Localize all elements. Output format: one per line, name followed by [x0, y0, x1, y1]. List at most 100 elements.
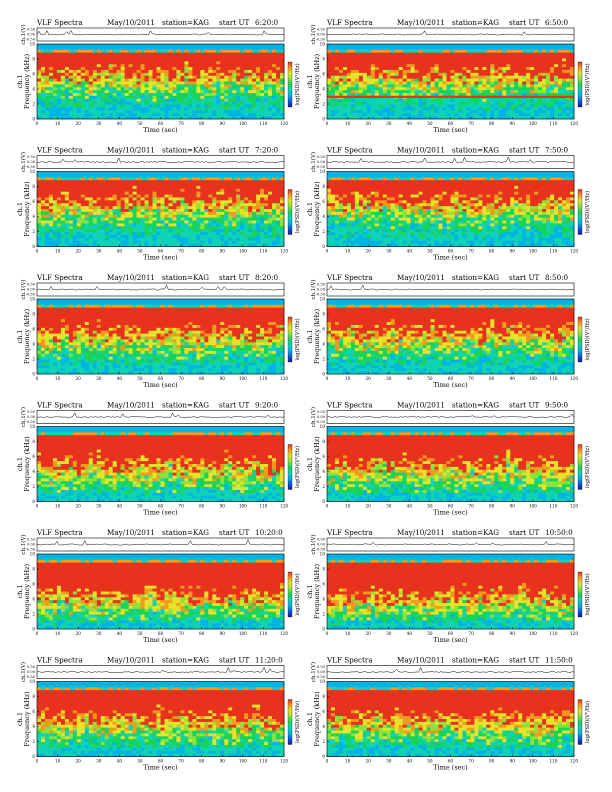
spectrogram-cell [188, 226, 193, 230]
spectrogram-cell [168, 90, 173, 94]
spectrogram-cell [184, 55, 189, 59]
spectrogram-cell [272, 211, 277, 216]
spectrogram-cell [160, 52, 165, 56]
panel-start-time: 6:50:0 [545, 18, 569, 27]
spectrogram-cell [68, 49, 74, 53]
spectrogram-cell [418, 67, 423, 71]
spectrogram-cell [64, 90, 70, 94]
spectrogram-cell [60, 75, 66, 79]
spectrogram-cell [327, 44, 332, 48]
spectrogram-cell [164, 211, 169, 216]
spectrogram-cell [96, 180, 102, 184]
spectrogram-cell [260, 171, 265, 175]
spectrogram-cell [112, 87, 117, 91]
spectrogram-cell [128, 206, 133, 210]
spectrogram-cell [224, 240, 229, 244]
spectrogram-cell [152, 116, 157, 120]
spectrogram-cell [276, 110, 281, 114]
spectrogram-cell [446, 49, 451, 53]
spectrogram-cell [112, 194, 117, 198]
spectrogram-cell [276, 177, 281, 181]
spectrogram-cell [48, 101, 54, 105]
spectrogram-cell [458, 67, 463, 71]
spectrogram-cell [176, 220, 181, 224]
spectrogram-cell [136, 69, 141, 74]
spectrogram-cell [164, 183, 169, 187]
spectrogram-cell [56, 174, 62, 178]
spectrogram-cell [44, 61, 50, 65]
spectrogram-cell [260, 232, 265, 236]
spectrogram-cell [204, 203, 209, 207]
spectrogram-cell [52, 104, 58, 108]
spectrogram-cell [116, 110, 121, 114]
spectrogram-cell [156, 93, 161, 97]
spectrogram-cell [224, 211, 229, 216]
spectrogram-cell [550, 75, 555, 79]
spectrogram-cell [44, 116, 50, 120]
spectrogram-cell [116, 234, 121, 239]
spectrogram-cell [64, 194, 70, 198]
spectrogram-cell [256, 113, 261, 117]
spectrogram-cell [260, 197, 265, 201]
spectrogram-cell [136, 93, 141, 97]
waveform-tick-label: 0.00 [27, 160, 36, 164]
spectrogram-cell [92, 61, 98, 65]
spectrogram-cell [48, 116, 54, 120]
spectrogram-cell [200, 52, 205, 56]
spectrogram-cell [558, 116, 563, 120]
spectrogram-cell [382, 84, 388, 88]
spectrogram-cell [140, 64, 145, 68]
spectrogram-cell [264, 197, 269, 201]
spectrogram-cell [330, 61, 336, 65]
spectrogram-cell [92, 84, 98, 88]
spectrogram-cell [184, 234, 189, 239]
spectrogram-cell [252, 217, 257, 221]
spectrogram-cell [200, 232, 205, 236]
spectrogram-cell [232, 194, 237, 198]
spectrogram-cell [426, 93, 431, 97]
spectrogram-cell [40, 61, 46, 65]
spectrogram-cell [276, 220, 281, 224]
spectrogram-cell [474, 69, 479, 74]
spectrogram-cell [426, 64, 431, 68]
spectrogram-cell [180, 69, 185, 74]
spectrogram-cell [68, 64, 74, 68]
spectrogram-cell [450, 101, 455, 105]
spectrogram-cell [280, 243, 285, 247]
spectrogram-cell [252, 197, 257, 201]
spectrogram-cell [478, 84, 483, 88]
spectrogram-cell [550, 116, 555, 120]
spectrogram-cell [466, 75, 471, 79]
spectrogram-cell [252, 69, 257, 74]
spectrogram-cell [37, 52, 42, 56]
spectrogram-cell [280, 174, 285, 178]
spectrogram-cell [108, 185, 113, 190]
spectrogram-cell [212, 64, 217, 68]
spectrogram-cell [116, 232, 121, 236]
spectrogram-cell [466, 93, 471, 97]
spectrogram-cell [112, 104, 117, 108]
x-tick-label: 90 [220, 249, 226, 254]
spectrogram-cell [144, 95, 149, 100]
panel-station: station=KAG [162, 146, 209, 155]
spectrogram-cell [256, 110, 261, 114]
spectrogram-cell [120, 49, 125, 53]
spectrogram-cell [334, 67, 340, 71]
spectrogram-cell [120, 116, 125, 120]
spectrogram-cell [378, 64, 384, 68]
spectrogram-cell [124, 203, 129, 207]
spectrogram-cell [474, 116, 479, 120]
spectrogram-cell [502, 46, 507, 51]
spectrogram-cell [394, 113, 400, 117]
spectrogram-cell [566, 98, 571, 102]
spectrogram-cell [52, 46, 58, 51]
spectrogram-cell [450, 84, 455, 88]
spectrogram-cell [362, 58, 368, 62]
spectrogram-cell [272, 58, 277, 62]
spectrogram-cell [232, 214, 237, 218]
spectrogram-cell [184, 237, 189, 242]
spectrogram-cell [68, 220, 74, 224]
spectrogram-cell [260, 203, 265, 207]
spectrogram-cell [96, 177, 102, 181]
spectrogram-cell [418, 44, 423, 48]
